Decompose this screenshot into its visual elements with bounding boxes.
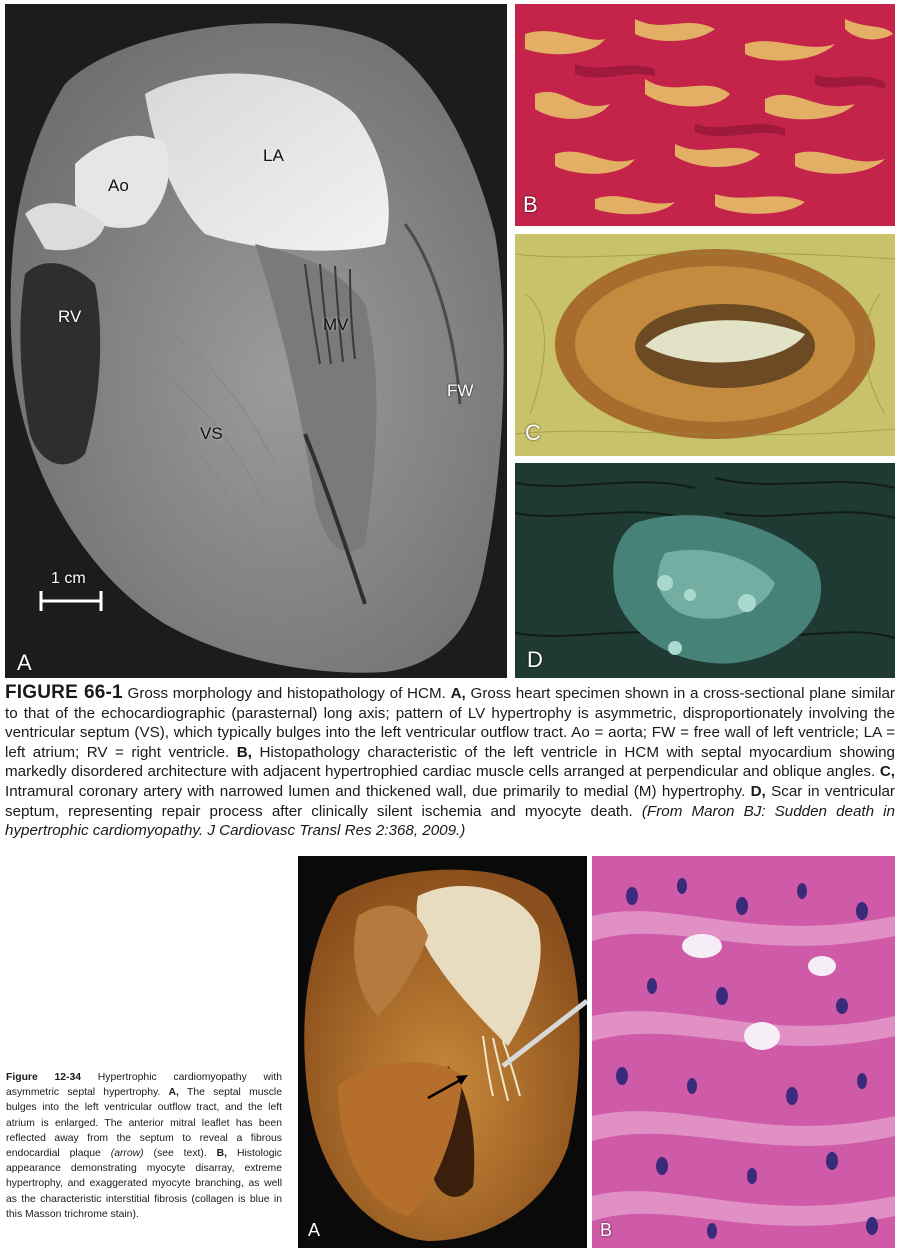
figure2-panel-a: A bbox=[298, 856, 587, 1248]
caption2-a-text2: (see text). bbox=[143, 1148, 217, 1160]
caption2-a-label: A, bbox=[168, 1087, 179, 1099]
label-ao: Ao bbox=[108, 176, 129, 195]
caption1-d-label: D, bbox=[750, 782, 766, 800]
label-la: LA bbox=[263, 146, 284, 165]
panel-label-b: B bbox=[523, 192, 538, 217]
figure-12-34-caption: Figure 12-34 Hypertrophic cardiomyopathy… bbox=[6, 1070, 282, 1222]
caption1-c-label: C, bbox=[879, 763, 895, 781]
figure1-panel-b: B bbox=[515, 4, 895, 226]
caption2-b-text: Histologic appearance demonstrating myoc… bbox=[6, 1148, 283, 1220]
caption1-c-text: Intramural coronary artery with narrowed… bbox=[5, 782, 751, 800]
caption2-arrow: (arrow) bbox=[110, 1148, 144, 1160]
label-vs: VS bbox=[200, 424, 223, 443]
caption1-intro: Gross morphology and histopathology of H… bbox=[122, 685, 451, 702]
figure2-panel-label-a: A bbox=[308, 1220, 321, 1240]
gross-heart-color-image bbox=[298, 856, 587, 1248]
figure1-panel-d: D bbox=[515, 463, 895, 678]
figure1-panel-c: C bbox=[515, 234, 895, 456]
label-mv: MV bbox=[323, 315, 349, 334]
caption2-b-label: B, bbox=[216, 1148, 228, 1160]
heart-specimen-image bbox=[5, 4, 507, 678]
scale-bar-label: 1 cm bbox=[51, 570, 86, 587]
myocyte-disarray-histology-image bbox=[592, 856, 895, 1248]
caption1-d-text: Scar in ventricular septum, representing… bbox=[5, 782, 895, 820]
panel-label-c: C bbox=[525, 420, 541, 445]
panel-label-a: A bbox=[17, 650, 32, 675]
caption1-a-label: A, bbox=[450, 685, 466, 702]
caption1-b-label: B, bbox=[236, 743, 252, 761]
label-fw: FW bbox=[447, 381, 474, 400]
caption1-b-text: Histopathology characteristic of the lef… bbox=[5, 743, 895, 781]
septal-scar-histology-image bbox=[515, 463, 895, 678]
caption1-source: (From Maron BJ: Sudden death in hypertro… bbox=[5, 802, 895, 840]
figure-66-1-caption: FIGURE 66-1 Gross morphology and histopa… bbox=[5, 683, 895, 841]
label-rv: RV bbox=[58, 307, 82, 326]
figure2-panel-label-b: B bbox=[600, 1220, 613, 1240]
caption2-a-text: The septal muscle bulges into the left v… bbox=[6, 1087, 282, 1160]
figure1-panel-a: Ao LA RV MV VS FW 1 cm A bbox=[5, 4, 507, 678]
plaque-arrow bbox=[427, 1075, 468, 1100]
disarray-histology-image bbox=[515, 4, 895, 226]
figure-66-1-label: FIGURE 66-1 bbox=[5, 682, 123, 703]
caption2-intro: Hypertrophic cardiomyopathy with asymmet… bbox=[6, 1072, 282, 1099]
caption1-a-text: Gross heart specimen shown in a cross-se… bbox=[5, 685, 895, 761]
figure2-panel-b: B bbox=[592, 856, 895, 1248]
scale-bar bbox=[39, 591, 103, 611]
figure-12-34-label: Figure 12-34 bbox=[6, 1072, 82, 1083]
panel-label-d: D bbox=[527, 647, 543, 672]
coronary-artery-histology-image bbox=[515, 234, 895, 456]
